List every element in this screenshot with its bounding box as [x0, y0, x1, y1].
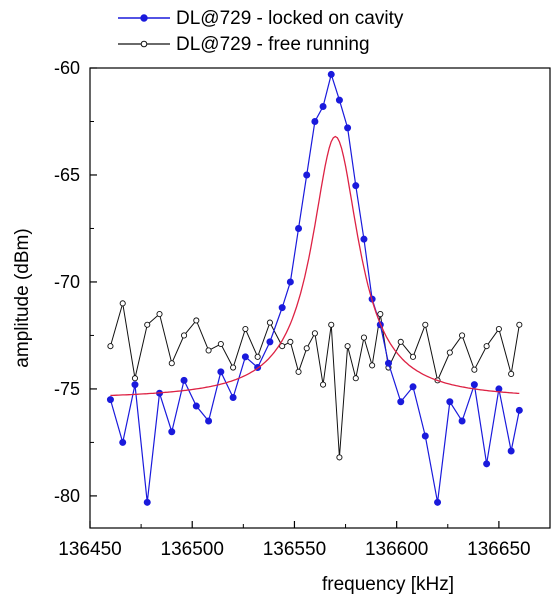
point-free [311, 330, 318, 337]
point-free [344, 343, 351, 350]
point-locked [409, 383, 417, 391]
point-locked [278, 304, 286, 312]
point-locked [295, 224, 303, 232]
point-locked [217, 368, 225, 376]
point-locked [470, 381, 478, 389]
point-locked [335, 96, 343, 104]
plot-frame [89, 67, 551, 529]
point-free [193, 317, 200, 324]
point-free [119, 300, 126, 307]
point-locked [106, 396, 114, 404]
y-tick-label: -65 [54, 165, 80, 185]
point-locked [266, 338, 274, 346]
point-free [144, 321, 151, 328]
point-locked [384, 359, 392, 367]
point-locked [180, 376, 188, 384]
point-locked [303, 171, 311, 179]
point-locked [311, 117, 319, 125]
point-free [459, 332, 466, 339]
point-locked [397, 398, 405, 406]
point-free [279, 343, 286, 350]
point-locked [458, 417, 466, 425]
x-tick-label: 136500 [161, 539, 224, 560]
x-axis-label: frequency [kHz] [322, 574, 454, 595]
point-free [446, 349, 453, 356]
point-free [254, 353, 261, 360]
y-tick-label: -60 [54, 58, 80, 78]
point-locked [360, 235, 368, 243]
point-free [409, 353, 417, 360]
point-free [156, 310, 163, 318]
point-free [397, 338, 404, 345]
point-locked [327, 70, 335, 78]
point-free [107, 343, 114, 350]
point-free [377, 310, 384, 318]
point-free [483, 343, 490, 350]
point-locked [483, 460, 491, 468]
point-free [242, 325, 249, 333]
series-layer [106, 70, 523, 506]
point-free [287, 338, 294, 345]
point-locked [286, 278, 294, 286]
y-tick-label: -75 [54, 379, 80, 399]
point-free [516, 321, 523, 328]
point-free [320, 381, 327, 388]
legend-label-locked: DL@729 - locked on cavity [176, 8, 404, 29]
point-locked [434, 498, 442, 506]
legend-label-free: DL@729 - free running [176, 34, 370, 55]
point-locked [241, 353, 249, 361]
point-free [328, 321, 335, 328]
point-free [230, 364, 237, 371]
legend-marker-locked [140, 14, 148, 22]
point-free [352, 375, 359, 382]
point-free [369, 362, 376, 369]
point-locked [119, 438, 127, 446]
point-free [471, 366, 478, 373]
point-free [180, 332, 188, 339]
legend-item-locked: DL@729 - locked on cavity [118, 8, 404, 29]
point-free [217, 340, 224, 348]
point-free [495, 325, 502, 333]
point-locked [421, 432, 429, 440]
point-free [422, 321, 429, 328]
point-free [205, 347, 212, 354]
x-tick-label: 136650 [467, 539, 530, 560]
series-line-locked [109, 72, 520, 503]
point-locked [229, 393, 237, 401]
x-tick-label: 136600 [365, 539, 428, 560]
point-locked [352, 182, 360, 190]
point-free [266, 319, 273, 326]
point-locked [344, 124, 352, 132]
legend-marker-free [140, 40, 148, 48]
point-free [168, 360, 175, 367]
point-free [508, 370, 515, 378]
point-locked [319, 103, 327, 111]
point-locked [168, 428, 176, 436]
y-tick-label: -80 [54, 486, 80, 506]
point-free [303, 345, 310, 352]
legend: DL@729 - locked on cavity DL@729 - free … [118, 8, 404, 55]
point-locked [446, 398, 454, 406]
x-tick-label: 136550 [263, 539, 326, 560]
point-locked [143, 498, 151, 506]
point-free [131, 375, 139, 382]
point-free [295, 368, 302, 375]
legend-item-free: DL@729 - free running [118, 34, 370, 55]
x-tick-label: 136450 [58, 539, 121, 560]
axes: 136450 136500 136550 136600 136650 -60 -65 -70 -… [54, 58, 531, 560]
point-locked [205, 417, 213, 425]
point-locked [192, 402, 200, 410]
point-locked [507, 447, 515, 455]
point-locked [131, 381, 139, 389]
point-free [360, 334, 368, 341]
point-free [336, 454, 343, 461]
point-locked [515, 406, 523, 414]
y-tick-label: -70 [54, 272, 80, 292]
fit-curve [110, 135, 520, 397]
y-axis-label: amplitude (dBm) [12, 228, 33, 367]
